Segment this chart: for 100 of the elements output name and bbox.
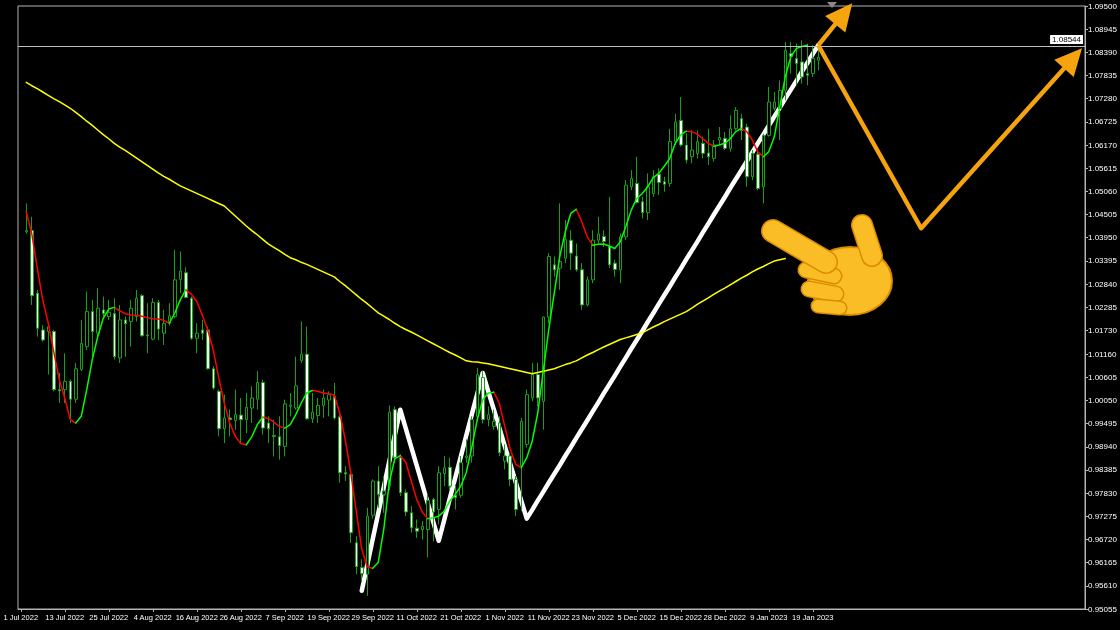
candlestick xyxy=(140,293,144,338)
candlestick xyxy=(228,409,232,437)
candlestick xyxy=(652,169,655,198)
y-tick-label: 0.96165 xyxy=(1088,558,1118,568)
candlestick xyxy=(113,297,116,361)
candlestick xyxy=(520,417,523,512)
candlestick xyxy=(190,296,193,341)
candlestick xyxy=(619,233,622,284)
candlestick xyxy=(157,299,160,341)
candlestick xyxy=(685,132,688,164)
candlestick xyxy=(102,296,105,318)
candlestick xyxy=(85,291,89,351)
candlestick xyxy=(553,255,556,277)
candlestick xyxy=(492,409,496,431)
candlestick xyxy=(734,106,738,131)
candlestick xyxy=(272,419,276,457)
candlestick xyxy=(426,493,430,558)
candlestick xyxy=(355,535,358,575)
candlestick xyxy=(195,322,199,354)
candlestick xyxy=(437,465,441,525)
candlestick xyxy=(217,389,221,437)
candlestick xyxy=(564,219,567,264)
candlestick xyxy=(41,324,45,343)
candlestick xyxy=(173,249,177,319)
candlestick xyxy=(613,259,617,277)
candlestick xyxy=(179,250,182,294)
candlestick xyxy=(465,438,468,464)
candlestick xyxy=(575,243,578,272)
candlestick xyxy=(569,229,573,271)
candlestick xyxy=(591,229,595,284)
y-tick-label: 0.97275 xyxy=(1088,511,1118,521)
candlestick xyxy=(536,362,540,407)
candlestick xyxy=(80,319,83,372)
candlestick xyxy=(25,202,28,235)
y-tick-label: 1.00605 xyxy=(1088,372,1118,382)
candlestick xyxy=(443,455,446,487)
candlestick xyxy=(404,488,408,517)
y-tick-label: 1.02840 xyxy=(1088,279,1118,289)
y-tick-label: 1.08390 xyxy=(1088,47,1118,57)
candlestick xyxy=(602,229,606,248)
line-series xyxy=(359,42,821,594)
candlestick xyxy=(558,202,562,291)
candlestick xyxy=(212,365,215,391)
candlestick xyxy=(432,497,435,542)
candlestick xyxy=(399,453,402,497)
y-tick-label: 1.03950 xyxy=(1088,233,1118,243)
y-tick-label: 0.96720 xyxy=(1088,535,1118,544)
candlestick xyxy=(267,415,270,444)
candlestick xyxy=(382,475,386,514)
candlestick xyxy=(129,299,133,348)
candlestick xyxy=(234,389,237,431)
candlestick xyxy=(525,389,529,449)
candlestick xyxy=(487,405,490,427)
candlestick xyxy=(250,385,254,424)
y-tick-label: 1.04505 xyxy=(1088,210,1118,220)
candlestick xyxy=(377,465,380,509)
candlestick xyxy=(58,372,61,404)
candlestick xyxy=(663,176,666,193)
y-tick-label: 1.00050 xyxy=(1088,395,1118,405)
candlestick xyxy=(322,389,325,419)
y-tick-label: 0.99495 xyxy=(1088,419,1118,429)
y-tick-label: 0.98385 xyxy=(1088,465,1118,475)
candlestick xyxy=(96,287,100,338)
candlestick xyxy=(586,276,589,308)
candlestick xyxy=(283,399,287,457)
candlestick xyxy=(300,321,303,364)
candlestick xyxy=(481,370,485,424)
candlestick xyxy=(624,179,628,241)
candlestick xyxy=(316,397,320,424)
y-tick-label: 1.03395 xyxy=(1088,256,1118,266)
y-tick-label: 0.97830 xyxy=(1088,488,1118,498)
candlestick xyxy=(498,415,501,457)
candlestick xyxy=(707,128,710,166)
candlestick xyxy=(245,392,248,434)
candlestick xyxy=(162,309,166,346)
candlestick xyxy=(107,299,111,321)
candlestick xyxy=(294,356,298,411)
candlestick xyxy=(817,49,820,71)
candlestick xyxy=(729,114,732,153)
candlestick xyxy=(146,302,149,354)
candlestick xyxy=(305,326,309,421)
candlestick xyxy=(646,172,650,221)
candlestick xyxy=(701,136,705,159)
candlestick xyxy=(371,478,375,520)
candlestick xyxy=(421,520,424,540)
candlestick xyxy=(201,319,204,341)
candlestick xyxy=(415,518,419,539)
y-tick-label: 1.05060 xyxy=(1088,186,1118,196)
candlestick xyxy=(745,123,749,188)
candlestick xyxy=(278,415,281,461)
candlestick xyxy=(135,289,138,323)
y-tick-label: 1.02285 xyxy=(1088,302,1118,312)
candlestick xyxy=(657,167,661,196)
candlestick xyxy=(630,169,633,191)
candlestick xyxy=(118,304,122,364)
candlestick xyxy=(608,196,611,269)
candlestick xyxy=(740,113,743,141)
candlestick xyxy=(762,133,765,204)
y-tick-label: 0.98940 xyxy=(1088,442,1118,452)
y-tick-label: 1.07280 xyxy=(1088,94,1118,104)
